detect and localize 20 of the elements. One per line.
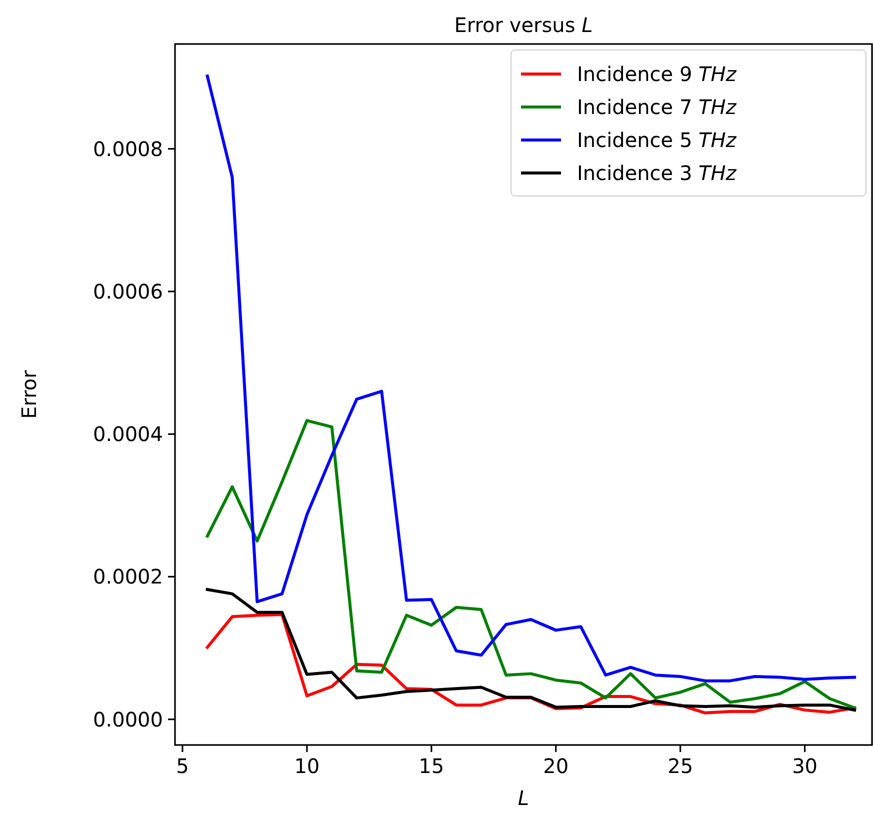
x-tick-label: 20 [543, 754, 569, 778]
line-series [206, 419, 856, 710]
x-tick-label: 15 [418, 754, 444, 778]
x-tick-label: 30 [792, 754, 818, 778]
x-tick-label: 10 [294, 754, 320, 778]
x-axis-title: L [518, 786, 530, 810]
legend-label: Incidence 9 THz [577, 62, 737, 86]
x-tick-label: 25 [668, 754, 694, 778]
y-tick-label: 0.0002 [93, 564, 163, 589]
y-tick-label: 0.0004 [93, 422, 163, 446]
y-tick-label: 0.0008 [93, 136, 163, 161]
legend-label: Incidence 7 THz [577, 95, 737, 119]
line-series [206, 588, 856, 712]
y-axis-title: Error [17, 369, 41, 419]
y-tick-label: 0.0000 [93, 707, 163, 732]
chart-title: Error versus L [454, 13, 593, 37]
y-tick-label: 0.0006 [93, 279, 163, 304]
x-tick-label: 5 [176, 754, 189, 778]
legend-label: Incidence 5 THz [577, 128, 737, 152]
legend-label: Incidence 3 THz [577, 161, 737, 185]
